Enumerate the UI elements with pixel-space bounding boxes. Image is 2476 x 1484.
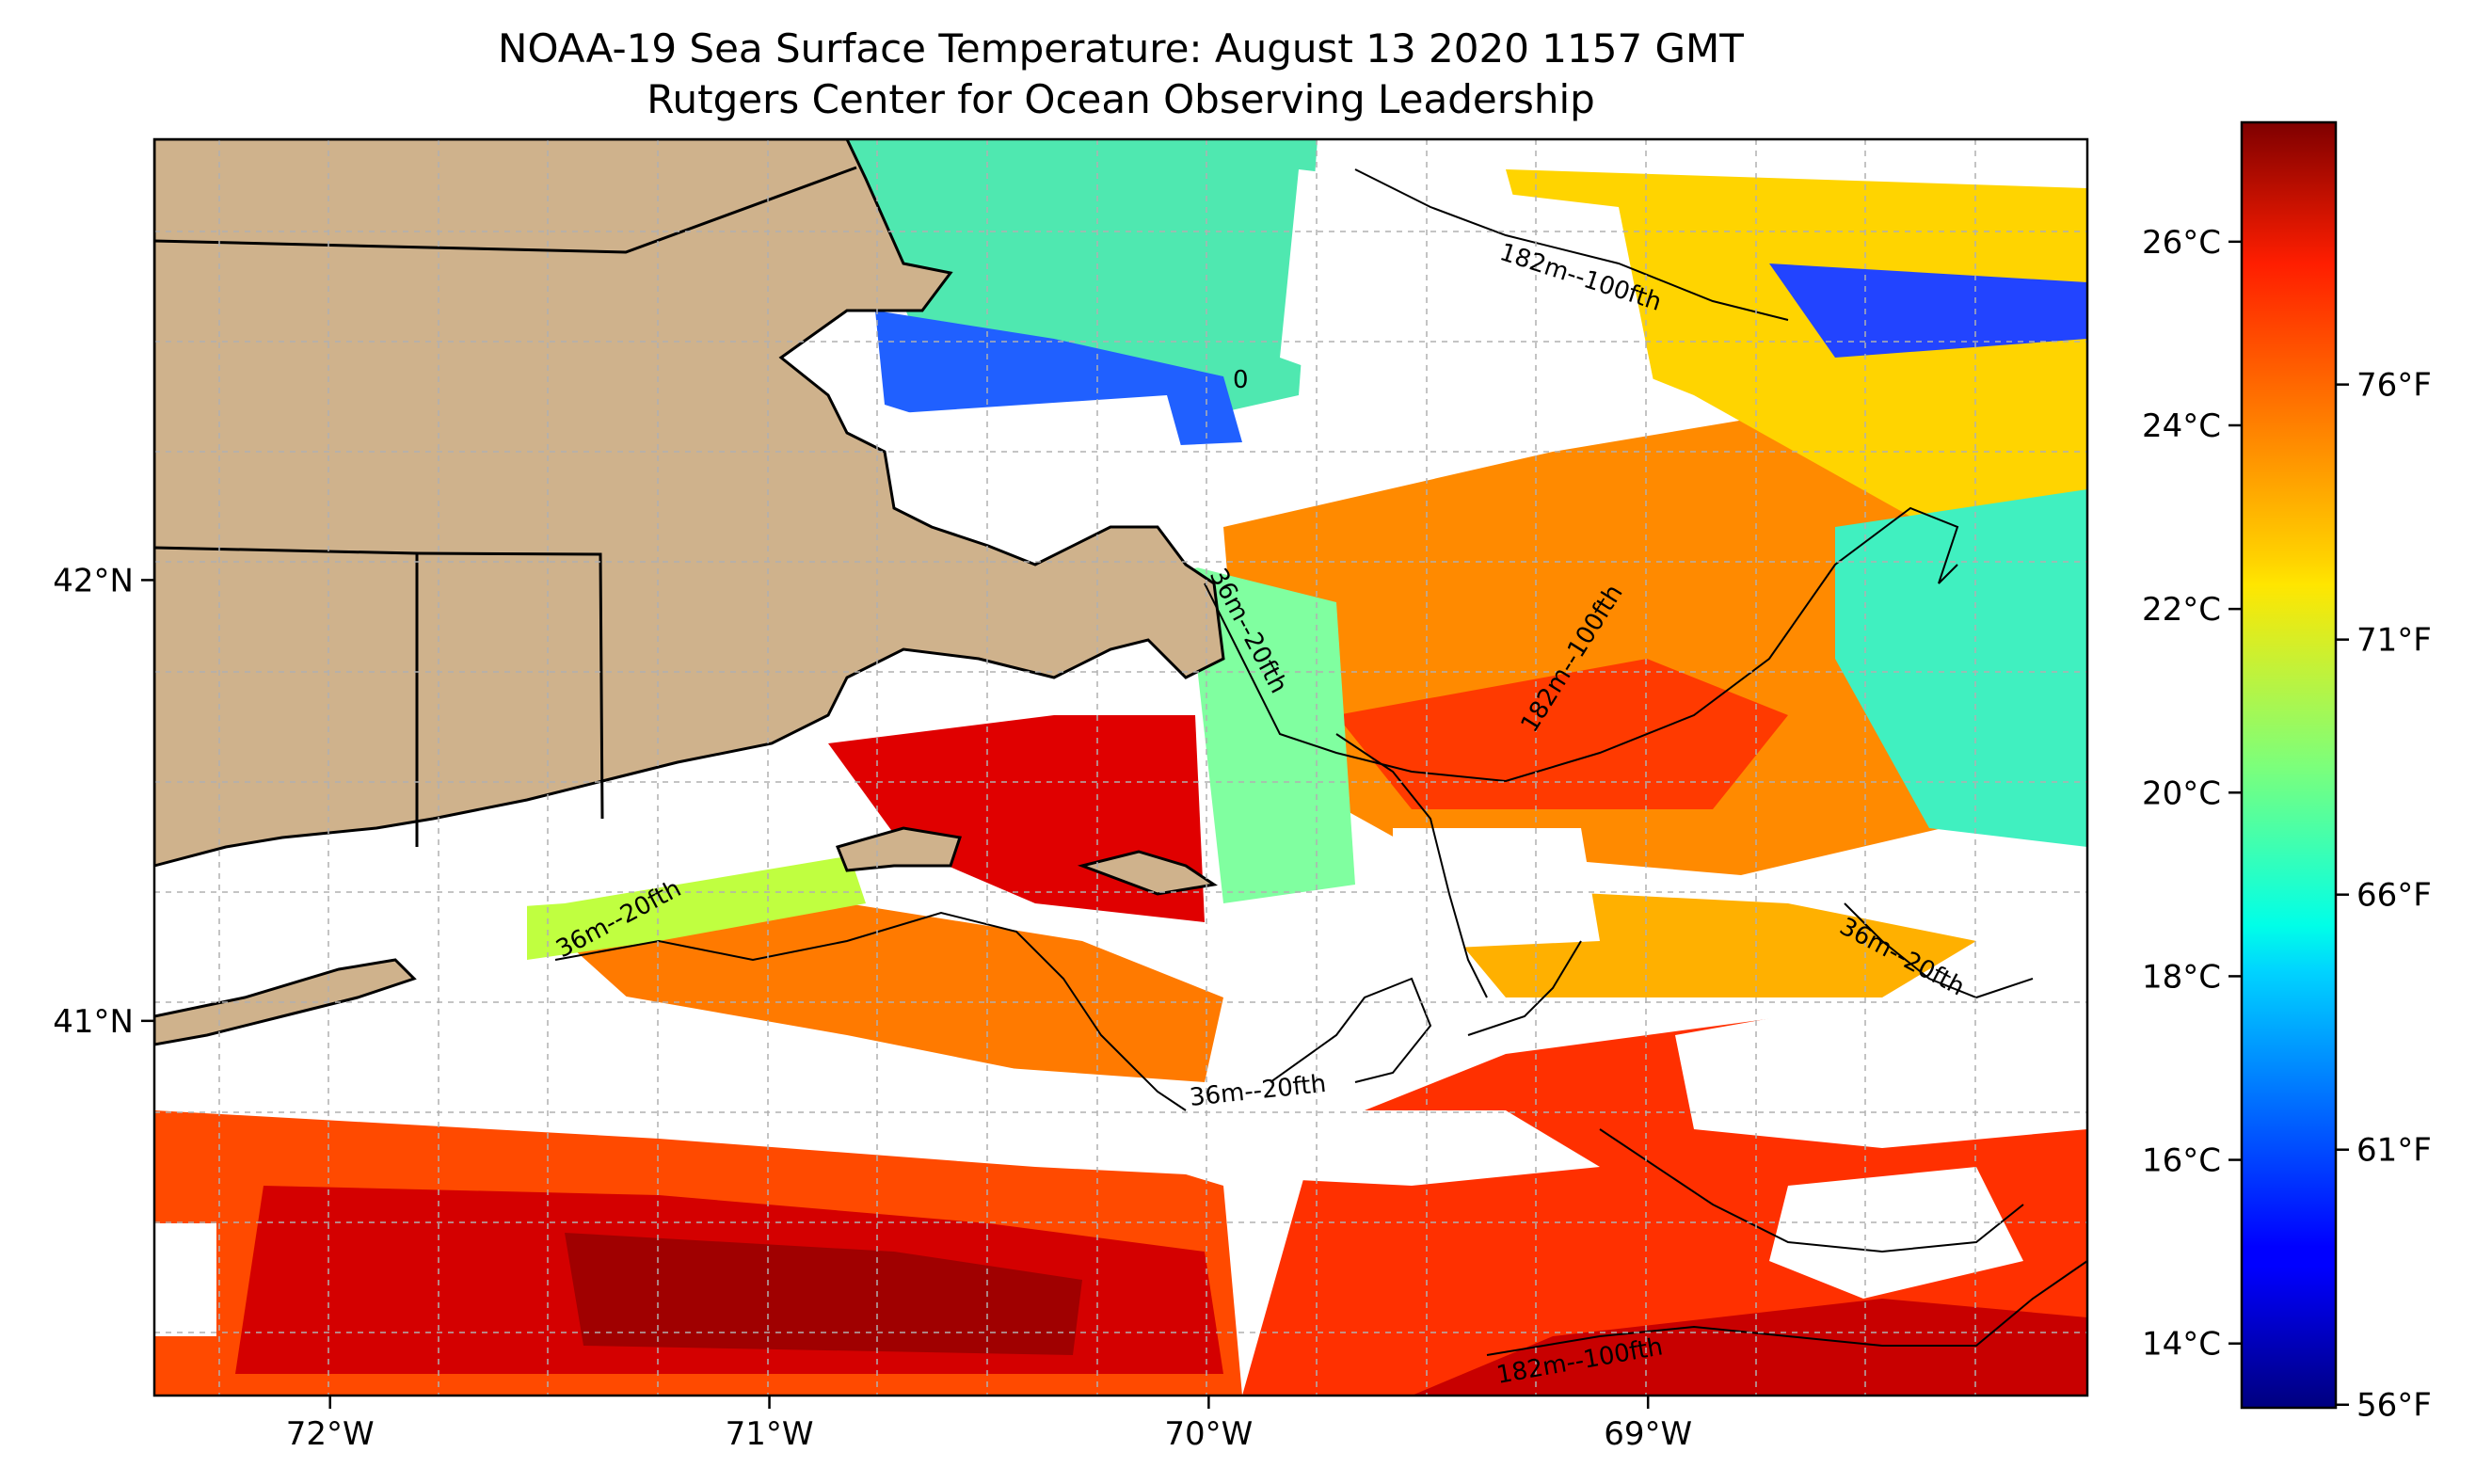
lon-tick-label: 71°W <box>726 1415 814 1453</box>
cloud-southeast <box>1769 1167 2023 1299</box>
colorbar-gradient <box>2240 120 2338 1410</box>
fahrenheit-tick-label: 61°F <box>2356 1132 2432 1170</box>
no-data-areas <box>154 169 2087 1336</box>
celsius-tick-label: 22°C <box>2142 591 2221 629</box>
fahrenheit-tick-label: 71°F <box>2356 622 2432 660</box>
lon-tick-label: 72°W <box>286 1415 375 1453</box>
land-new-england <box>154 139 1225 868</box>
celsius-tick-label: 26°C <box>2142 224 2221 262</box>
colorbar-celsius-axis: 26°C 24°C 22°C 20°C 18°C 16°C 14°C <box>2142 224 2242 1364</box>
warm-shelf-patch <box>565 903 1223 1082</box>
lon-tick-label: 69°W <box>1604 1415 1692 1453</box>
celsius-tick-label: 20°C <box>2142 774 2221 812</box>
cool-northeast-blue <box>1769 263 2087 358</box>
state-border-nh-ma <box>154 166 857 254</box>
land-marthas-vineyard <box>835 826 962 872</box>
map-panel: 182m--100fth 182m--100fth 182m--100fth 3… <box>154 139 2087 1396</box>
lat-tick-label: 42°N <box>53 562 134 599</box>
cool-northeast <box>1506 169 2087 565</box>
cool-channel <box>1186 565 1355 903</box>
lat-tick-label: 41°N <box>53 1003 134 1041</box>
contour-label-zero: 0 <box>1233 366 1249 394</box>
cloud-north <box>1280 169 1656 405</box>
colorbar-fahrenheit-axis: 76°F 71°F 66°F 61°F 56°F <box>2336 367 2432 1425</box>
longitude-axis: 72°W 71°W 70°W 69°W <box>286 1396 1692 1453</box>
land-nantucket <box>1077 850 1218 896</box>
map-frame <box>152 137 2089 1397</box>
warm-central-red <box>1336 659 1788 809</box>
latitude-axis: 42°N 41°N <box>53 562 154 1041</box>
fahrenheit-tick-label: 66°F <box>2356 877 2432 915</box>
celsius-tick-label: 16°C <box>2142 1142 2221 1180</box>
map-title: NOAA-19 Sea Surface Temperature: August … <box>498 25 1744 72</box>
cool-east-green <box>1835 489 2087 847</box>
celsius-tick-label: 14°C <box>2142 1326 2221 1364</box>
cloud-east2 <box>1393 828 1600 950</box>
celsius-tick-label: 18°C <box>2142 958 2221 996</box>
cloud-southwest <box>154 1223 216 1336</box>
map-subtitle: Rutgers Center for Ocean Observing Leade… <box>647 76 1595 122</box>
bathymetry-contours <box>554 168 2087 1356</box>
lon-tick-label: 70°W <box>1164 1415 1253 1453</box>
warm-core-south-dark <box>565 1233 1082 1355</box>
cloud-east <box>1675 979 2087 1148</box>
fahrenheit-tick-label: 76°F <box>2356 367 2432 405</box>
fahrenheit-tick-label: 56°F <box>2356 1387 2432 1425</box>
warm-east-south-dark <box>1412 1299 2087 1396</box>
sst-imagery <box>154 139 2087 1396</box>
colorbar: 26°C 24°C 22°C 20°C 18°C 16°C 14°C 76°F 71°F 66°… <box>2142 120 2432 1425</box>
state-border-ri <box>416 551 604 820</box>
celsius-tick-label: 24°C <box>2142 407 2221 445</box>
